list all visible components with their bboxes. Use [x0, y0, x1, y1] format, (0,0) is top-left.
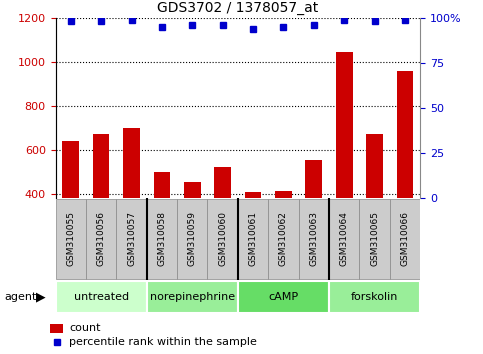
Bar	[336, 52, 353, 198]
FancyBboxPatch shape	[147, 199, 177, 279]
Text: GSM310059: GSM310059	[188, 211, 197, 267]
Bar	[275, 190, 292, 198]
FancyBboxPatch shape	[298, 199, 329, 279]
Bar	[305, 160, 322, 198]
Text: GSM310060: GSM310060	[218, 211, 227, 267]
Text: GSM310055: GSM310055	[66, 211, 75, 267]
FancyBboxPatch shape	[56, 199, 86, 279]
Bar	[397, 70, 413, 198]
Bar	[154, 172, 170, 198]
Text: GSM310065: GSM310065	[370, 211, 379, 267]
FancyBboxPatch shape	[390, 199, 420, 279]
Text: norepinephrine: norepinephrine	[150, 292, 235, 302]
Bar	[123, 128, 140, 198]
FancyBboxPatch shape	[116, 199, 147, 279]
Bar	[366, 135, 383, 198]
Text: GSM310064: GSM310064	[340, 211, 349, 267]
Bar	[93, 135, 110, 198]
FancyBboxPatch shape	[329, 199, 359, 279]
Bar	[184, 182, 200, 198]
Text: cAMP: cAMP	[269, 292, 298, 302]
Text: untreated: untreated	[73, 292, 128, 302]
Bar	[238, 281, 329, 313]
Text: percentile rank within the sample: percentile rank within the sample	[69, 337, 257, 348]
Bar	[214, 167, 231, 198]
Title: GDS3702 / 1378057_at: GDS3702 / 1378057_at	[157, 1, 318, 15]
Bar	[62, 141, 79, 198]
Text: GSM310058: GSM310058	[157, 211, 167, 267]
FancyBboxPatch shape	[86, 199, 116, 279]
Bar	[50, 324, 63, 333]
Bar	[329, 281, 420, 313]
Text: GSM310061: GSM310061	[249, 211, 257, 267]
Text: ▶: ▶	[36, 291, 46, 304]
FancyBboxPatch shape	[177, 199, 208, 279]
Text: GSM310057: GSM310057	[127, 211, 136, 267]
Text: count: count	[69, 324, 100, 333]
Text: GSM310063: GSM310063	[309, 211, 318, 267]
FancyBboxPatch shape	[359, 199, 390, 279]
Bar	[245, 192, 261, 198]
Bar	[56, 281, 147, 313]
Text: GSM310066: GSM310066	[400, 211, 410, 267]
FancyBboxPatch shape	[238, 199, 268, 279]
Text: GSM310062: GSM310062	[279, 211, 288, 267]
FancyBboxPatch shape	[268, 199, 298, 279]
Text: agent: agent	[5, 292, 37, 302]
Text: GSM310056: GSM310056	[97, 211, 106, 267]
FancyBboxPatch shape	[208, 199, 238, 279]
Text: forskolin: forskolin	[351, 292, 398, 302]
Bar	[147, 281, 238, 313]
